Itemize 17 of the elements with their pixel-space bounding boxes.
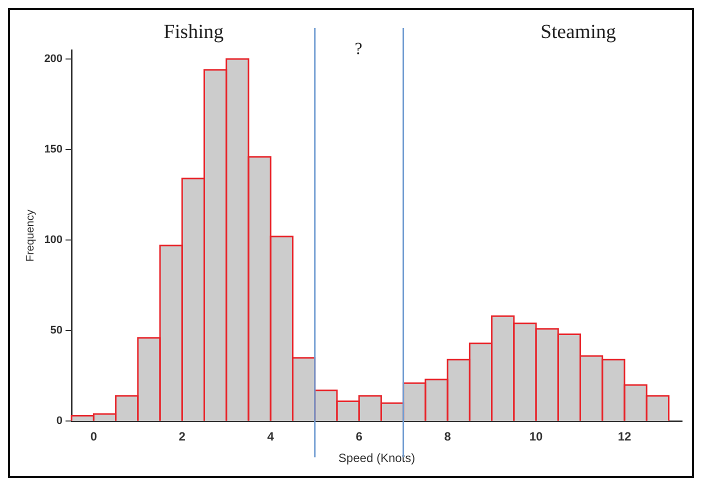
- x-tick-label: 10: [529, 430, 544, 444]
- y-tick-label: 200: [44, 53, 63, 66]
- y-axis-title: Frequency: [24, 209, 37, 262]
- y-tick-label: 100: [44, 234, 63, 246]
- x-tick-label: 2: [178, 430, 186, 444]
- annotation: ?: [354, 39, 362, 58]
- x-axis-title: Speed (Knots): [338, 451, 416, 466]
- text: Fishing: [164, 20, 224, 43]
- y-tick-label: 0: [56, 415, 63, 428]
- y-tick-label: 150: [44, 144, 63, 156]
- x-tick-label: 0: [90, 430, 98, 444]
- x-tick-label: 8: [444, 430, 452, 444]
- x-tick-label: 6: [356, 430, 363, 444]
- text: Steaming: [540, 20, 616, 43]
- x-tick-label: 12: [618, 430, 632, 444]
- x-tick-label: 4: [267, 430, 274, 444]
- y-tick-label: 50: [50, 324, 63, 337]
